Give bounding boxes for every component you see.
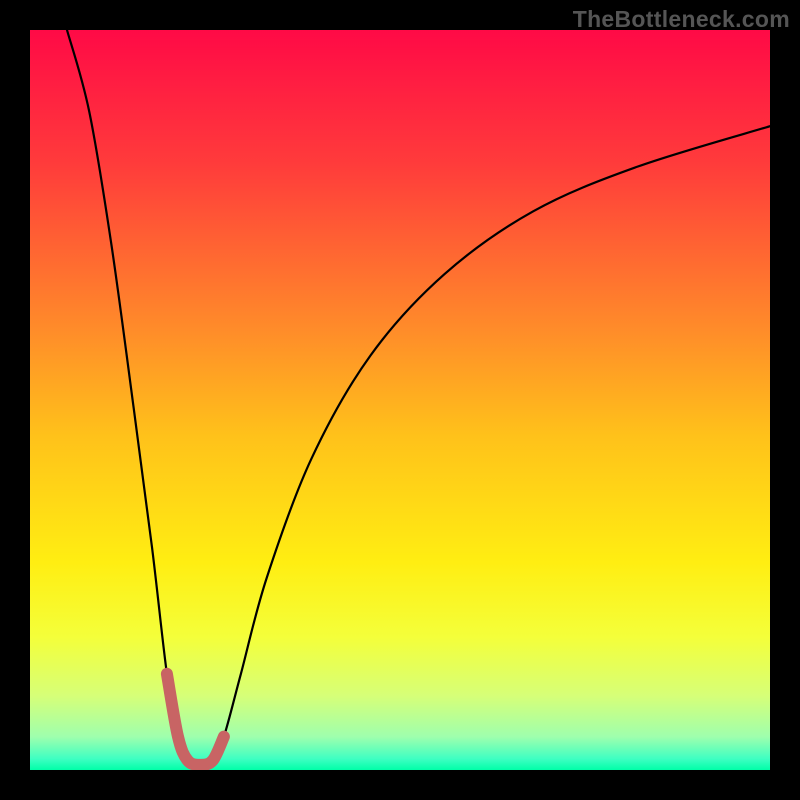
curve-layer (30, 30, 770, 770)
watermark-text: TheBottleneck.com (573, 6, 790, 33)
curve-main (67, 30, 770, 765)
plot-area (30, 30, 770, 770)
curve-bottom-highlight (167, 674, 224, 765)
